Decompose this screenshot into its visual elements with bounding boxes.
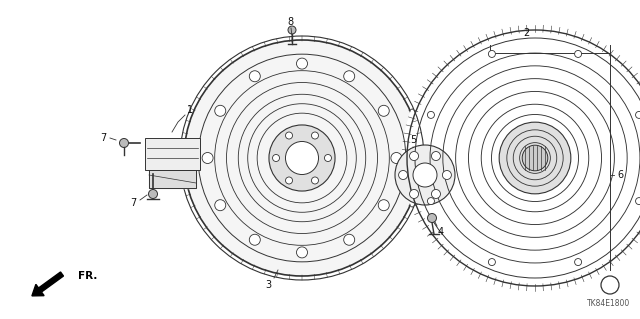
Circle shape	[215, 105, 226, 116]
Text: 5: 5	[410, 135, 416, 145]
Text: 4: 4	[438, 227, 444, 237]
Circle shape	[344, 71, 355, 82]
Text: TK84E1800: TK84E1800	[587, 299, 630, 308]
Circle shape	[344, 234, 355, 245]
Circle shape	[499, 122, 571, 194]
Polygon shape	[149, 170, 196, 188]
Text: 7: 7	[130, 198, 136, 208]
Circle shape	[285, 132, 292, 139]
Circle shape	[285, 177, 292, 184]
FancyArrow shape	[32, 272, 63, 296]
Circle shape	[120, 138, 129, 147]
Circle shape	[575, 259, 582, 265]
Circle shape	[431, 152, 440, 160]
Circle shape	[442, 170, 451, 180]
Circle shape	[431, 189, 440, 198]
Text: FR.: FR.	[78, 271, 97, 281]
Circle shape	[296, 247, 307, 258]
Circle shape	[410, 152, 419, 160]
Circle shape	[285, 142, 319, 174]
Circle shape	[410, 189, 419, 198]
Circle shape	[522, 145, 548, 171]
Circle shape	[215, 200, 226, 211]
Circle shape	[296, 58, 307, 69]
Circle shape	[312, 132, 319, 139]
Circle shape	[288, 26, 296, 34]
Circle shape	[413, 163, 437, 187]
Circle shape	[636, 111, 640, 118]
Circle shape	[312, 177, 319, 184]
Text: 7: 7	[100, 133, 106, 143]
Circle shape	[148, 189, 157, 198]
Bar	[145, 138, 200, 170]
Circle shape	[428, 213, 436, 222]
Circle shape	[488, 259, 495, 265]
Circle shape	[428, 197, 435, 204]
Text: 3: 3	[265, 280, 271, 290]
Circle shape	[269, 125, 335, 191]
Circle shape	[399, 170, 408, 180]
Circle shape	[273, 154, 280, 161]
Circle shape	[202, 152, 213, 164]
Circle shape	[391, 152, 402, 164]
Circle shape	[250, 234, 260, 245]
Text: 2: 2	[523, 28, 529, 38]
Circle shape	[402, 25, 640, 291]
Circle shape	[636, 197, 640, 204]
Circle shape	[428, 111, 435, 118]
Circle shape	[378, 105, 389, 116]
Text: 6: 6	[617, 170, 623, 180]
Text: 1: 1	[187, 105, 193, 115]
Circle shape	[575, 50, 582, 57]
Circle shape	[488, 50, 495, 57]
Circle shape	[324, 154, 332, 161]
Text: 8: 8	[287, 17, 293, 27]
Circle shape	[395, 145, 455, 205]
Circle shape	[184, 40, 420, 276]
Circle shape	[250, 71, 260, 82]
Circle shape	[378, 200, 389, 211]
